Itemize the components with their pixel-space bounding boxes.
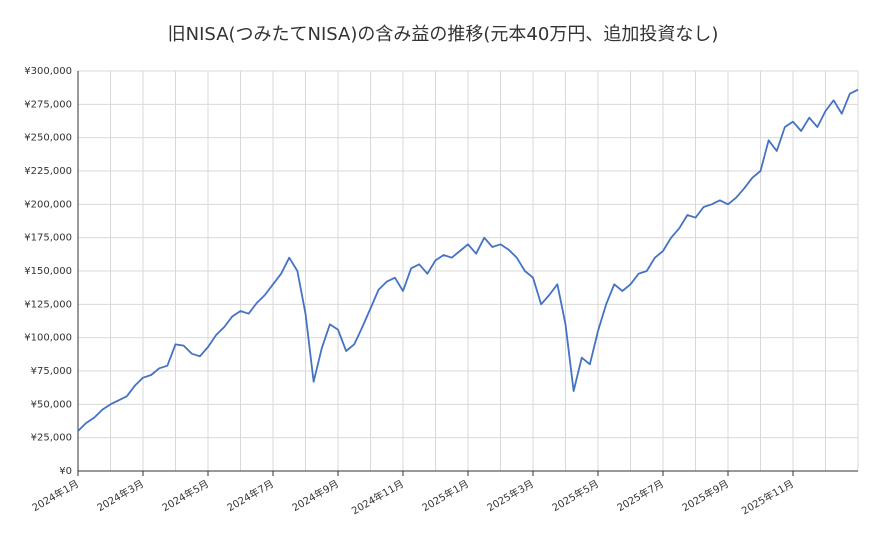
y-tick-label: ¥150,000 [24,266,72,277]
y-tick-label: ¥125,000 [24,299,72,310]
y-tick-label: ¥200,000 [24,199,72,210]
y-tick-label: ¥0 [59,466,72,477]
y-tick-label: ¥175,000 [24,233,72,244]
y-tick-label: ¥300,000 [24,66,72,77]
y-tick-label: ¥100,000 [24,333,72,344]
y-tick-label: ¥250,000 [24,133,72,144]
chart-title: 旧NISA(つみたてNISA)の含み益の推移(元本40万円、追加投資なし) [168,24,719,45]
y-tick-label: ¥75,000 [31,366,72,377]
line-series [77,88,859,432]
y-tick-label: ¥225,000 [24,166,72,177]
y-tick-label: ¥275,000 [24,99,72,110]
y-tick-label: ¥25,000 [31,433,72,444]
y-tick-label: ¥50,000 [31,399,72,410]
